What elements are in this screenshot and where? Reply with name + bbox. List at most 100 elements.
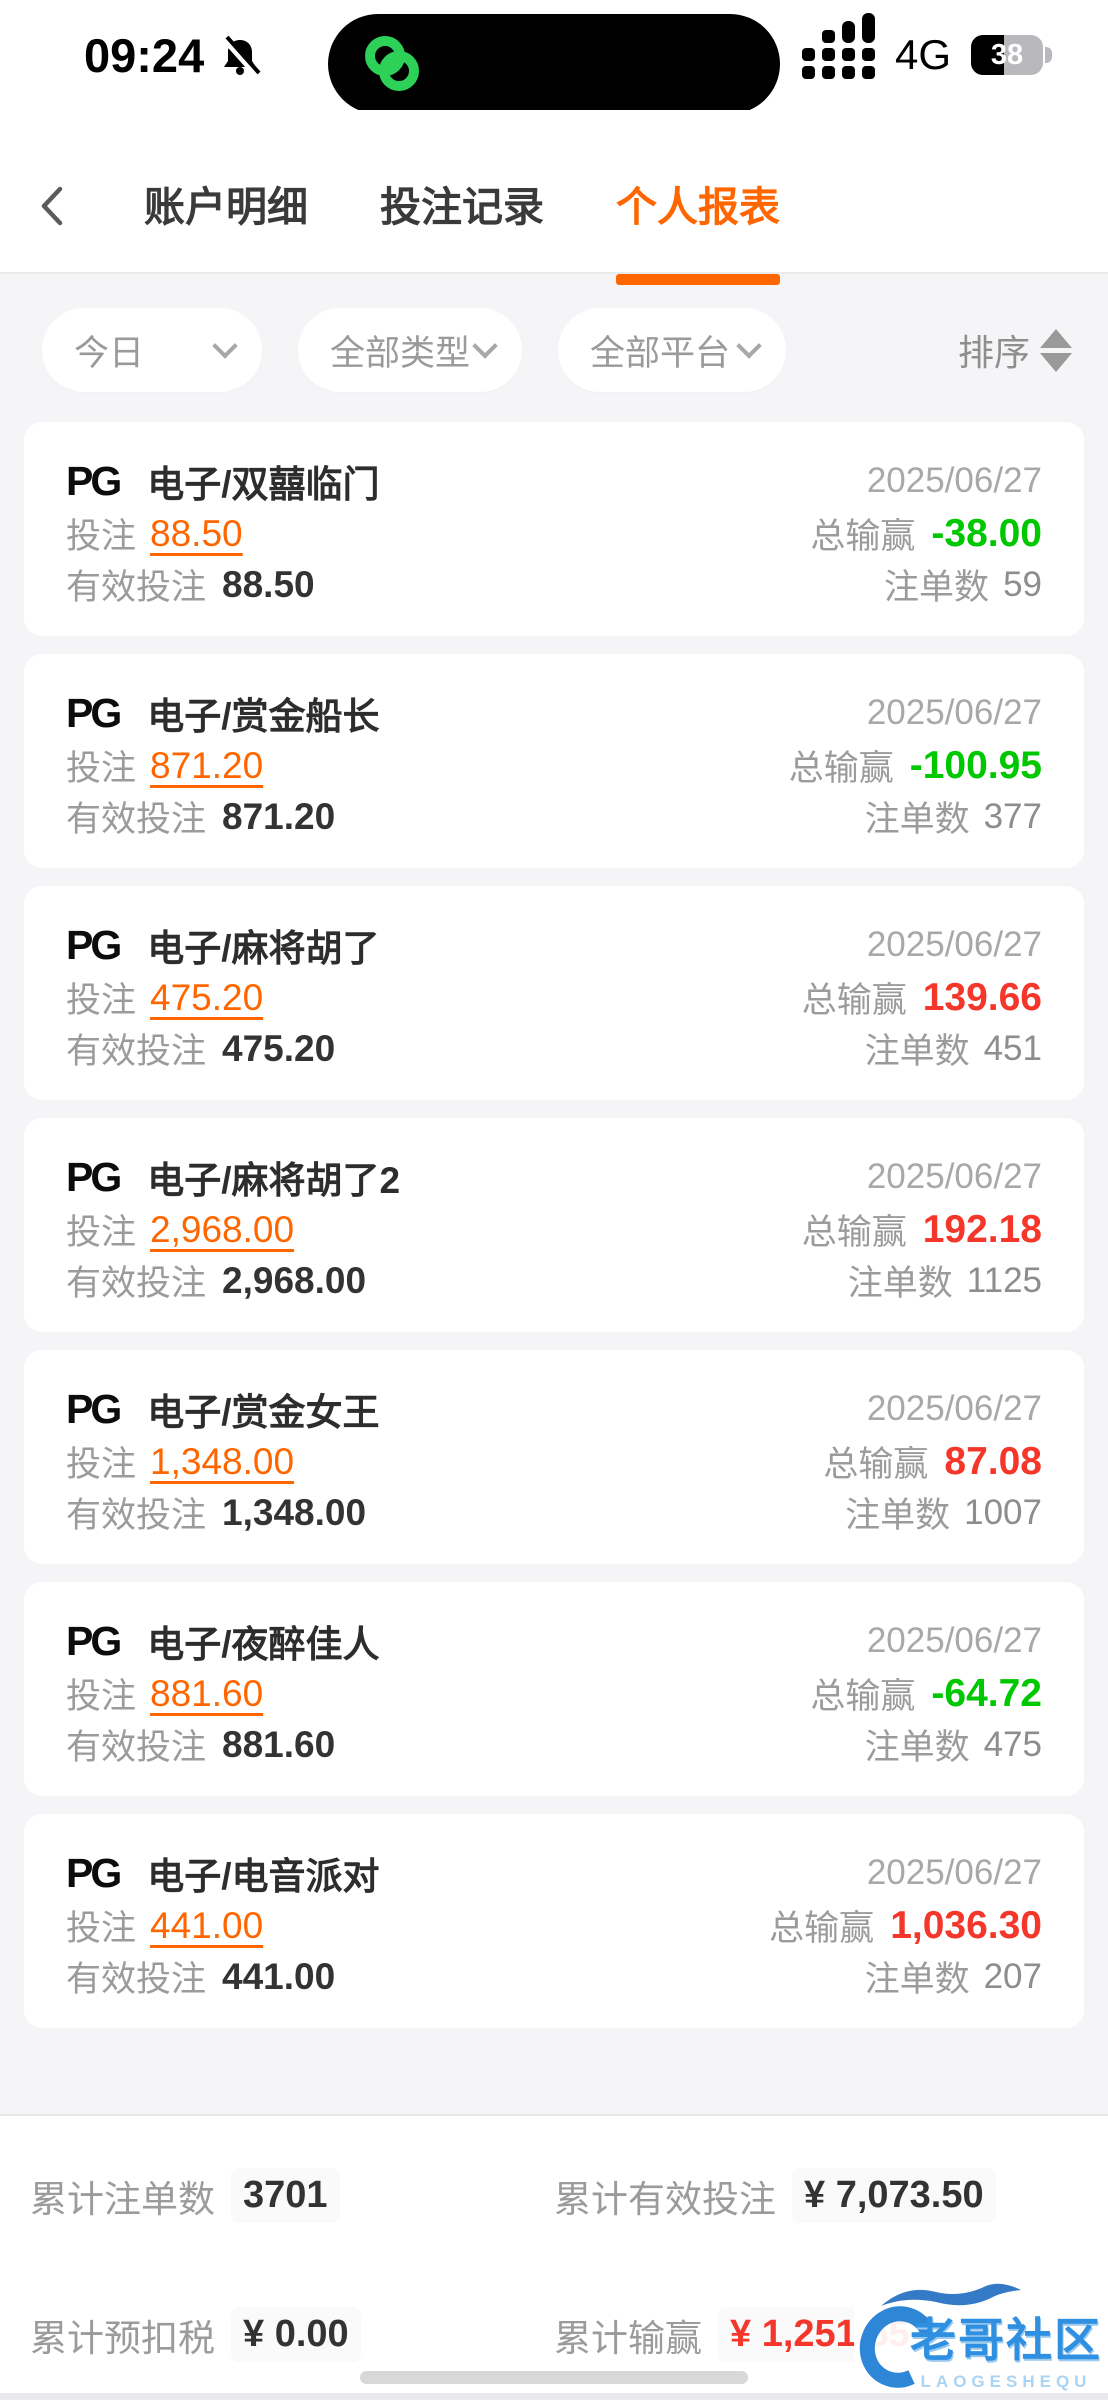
type-filter-dropdown[interactable]: 全部类型 [298, 308, 522, 392]
valid-bet-value: 2,968.00 [222, 1259, 367, 1301]
nav-bar: 账户明细 投注记录 个人报表 [0, 110, 1108, 285]
tab-bet-records[interactable]: 投注记录 [380, 184, 544, 230]
report-card[interactable]: PG 电子/麻将胡了 2025/06/27 投注 475.20 总输赢 139.… [24, 886, 1084, 1100]
total-win-label: 总输赢 [810, 517, 916, 556]
order-count-value: 1007 [964, 1492, 1042, 1532]
chevron-down-icon [736, 333, 762, 359]
summary-total-orders: 累计注单数 3701 [30, 2168, 554, 2223]
platform-filter-dropdown[interactable]: 全部平台 [558, 308, 786, 392]
provider-logo: PG [66, 1385, 122, 1432]
platform-filter-value: 全部平台 [590, 333, 731, 373]
status-indicators: 4G 38 [801, 13, 1052, 79]
game-name: 电子/赏金船长 [147, 696, 380, 737]
bet-amount-link[interactable]: 881.60 [150, 1672, 264, 1714]
bet-amount-link[interactable]: 1,348.00 [150, 1440, 295, 1482]
total-win-label: 总输赢 [801, 1213, 907, 1252]
order-count-label: 注单数 [864, 1032, 970, 1071]
bet-amount-link[interactable]: 441.00 [150, 1904, 264, 1946]
bet-label: 投注 [66, 1909, 137, 1948]
order-count-label: 注单数 [864, 1728, 970, 1767]
total-win-value: -64.72 [931, 1671, 1042, 1715]
report-card[interactable]: PG 电子/夜醉佳人 2025/06/27 投注 881.60 总输赢 -64.… [24, 1582, 1084, 1796]
valid-bet-label: 有效投注 [66, 1728, 207, 1767]
order-count-value: 1125 [966, 1260, 1042, 1300]
order-count-label: 注单数 [864, 1960, 970, 1999]
date-filter-dropdown[interactable]: 今日 [42, 308, 262, 392]
bet-label: 投注 [66, 1677, 137, 1716]
back-chevron-icon[interactable] [30, 183, 76, 229]
report-card[interactable]: PG 电子/双囍临门 2025/06/27 投注 88.50 总输赢 -38.0… [24, 422, 1084, 636]
bet-amount-link[interactable]: 88.50 [150, 512, 243, 554]
provider-logo: PG [66, 1849, 122, 1896]
report-card[interactable]: PG 电子/电音派对 2025/06/27 投注 441.00 总输赢 1,03… [24, 1814, 1084, 2028]
bet-label: 投注 [66, 1213, 137, 1252]
total-win-label: 总输赢 [769, 1909, 875, 1948]
summary-label: 累计有效投注 [554, 2178, 776, 2220]
watermark-subtitle: LAOGESHEQU [920, 2372, 1092, 2391]
order-count-value: 475 [983, 1724, 1042, 1764]
record-date: 2025/06/27 [866, 1621, 1042, 1660]
record-date: 2025/06/27 [866, 1853, 1042, 1892]
sort-button[interactable]: 排序 [958, 324, 1072, 376]
record-date: 2025/06/27 [866, 693, 1042, 732]
provider-logo: PG [66, 921, 122, 968]
order-count-value: 59 [1003, 564, 1042, 604]
bet-label: 投注 [66, 749, 137, 788]
battery-icon: 38 [971, 35, 1052, 75]
record-date: 2025/06/27 [866, 1157, 1042, 1196]
record-date: 2025/06/27 [866, 1389, 1042, 1428]
order-count-label: 注单数 [884, 568, 990, 607]
report-list: PG 电子/双囍临门 2025/06/27 投注 88.50 总输赢 -38.0… [0, 392, 1108, 2028]
report-card[interactable]: PG 电子/赏金女王 2025/06/27 投注 1,348.00 总输赢 87… [24, 1350, 1084, 1564]
game-name: 电子/双囍临门 [147, 464, 380, 505]
summary-label: 累计预扣税 [30, 2317, 215, 2359]
game-name: 电子/电音派对 [147, 1856, 380, 1897]
chevron-down-icon [212, 333, 238, 359]
game-name: 电子/麻将胡了2 [147, 1160, 401, 1201]
watermark-dragon-icon [881, 2283, 1021, 2306]
network-type: 4G [894, 31, 951, 78]
bet-amount-link[interactable]: 871.20 [150, 744, 264, 786]
report-card[interactable]: PG 电子/麻将胡了2 2025/06/27 投注 2,968.00 总输赢 1… [24, 1118, 1084, 1332]
summary-label: 累计输赢 [554, 2317, 702, 2359]
valid-bet-value: 441.00 [222, 1955, 336, 1997]
order-count-value: 207 [983, 1956, 1042, 1996]
watermark-logo: 老哥社区 LAOGESHEQU [848, 2280, 1108, 2400]
total-win-label: 总输赢 [810, 1677, 916, 1716]
type-filter-value: 全部类型 [330, 333, 471, 373]
tab-account-detail[interactable]: 账户明细 [144, 184, 308, 230]
total-win-value: 192.18 [922, 1207, 1042, 1251]
provider-logo: PG [66, 457, 122, 504]
record-date: 2025/06/27 [866, 925, 1042, 964]
valid-bet-label: 有效投注 [66, 1032, 207, 1071]
valid-bet-value: 475.20 [222, 1027, 336, 1069]
report-card[interactable]: PG 电子/赏金船长 2025/06/27 投注 871.20 总输赢 -100… [24, 654, 1084, 868]
status-bar: 09:24 4G 38 [0, 0, 1108, 114]
valid-bet-value: 88.50 [222, 563, 315, 605]
link-rings-icon [365, 36, 419, 91]
bet-label: 投注 [66, 981, 137, 1020]
tab-bar: 账户明细 投注记录 个人报表 [144, 173, 780, 285]
valid-bet-value: 871.20 [222, 795, 336, 837]
home-indicator[interactable] [360, 2371, 748, 2384]
order-count-value: 451 [983, 1028, 1042, 1068]
watermark-title: 老哥社区 [910, 2314, 1102, 2366]
total-win-value: -100.95 [909, 743, 1042, 787]
total-win-value: -38.00 [931, 511, 1042, 555]
valid-bet-label: 有效投注 [66, 1264, 207, 1303]
bet-amount-link[interactable]: 475.20 [150, 976, 264, 1018]
bet-amount-link[interactable]: 2,968.00 [150, 1208, 295, 1250]
sort-icon [1040, 328, 1072, 372]
order-count-label: 注单数 [847, 1264, 953, 1303]
order-count-value: 377 [983, 796, 1042, 836]
tab-personal-report[interactable]: 个人报表 [616, 173, 780, 285]
total-win-label: 总输赢 [801, 981, 907, 1020]
chevron-down-icon [472, 333, 498, 359]
provider-logo: PG [66, 1617, 122, 1664]
date-filter-value: 今日 [74, 333, 145, 373]
game-name: 电子/夜醉佳人 [147, 1624, 380, 1665]
valid-bet-label: 有效投注 [66, 568, 207, 607]
total-win-label: 总输赢 [823, 1445, 929, 1484]
bet-label: 投注 [66, 1445, 137, 1484]
clock: 09:24 [84, 28, 205, 82]
